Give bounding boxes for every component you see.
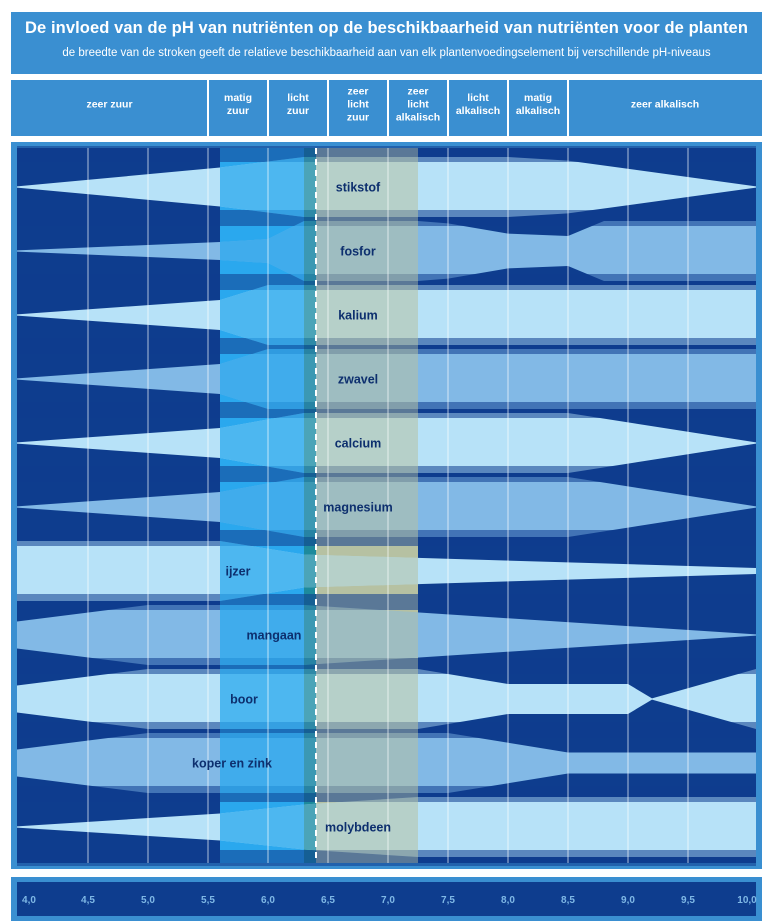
ph-tick-label: 4,5: [81, 895, 95, 906]
ph-tick-label: 7,5: [441, 895, 455, 906]
nutrient-label: kalium: [338, 309, 378, 323]
overlay-olive: [316, 157, 418, 857]
separator-band: [17, 402, 756, 418]
strip-overlays: [220, 157, 418, 857]
ph-zone-header: zeer zuur matig zuur licht zuur zeer licht …: [11, 80, 762, 136]
ph-tick-label: 6,0: [261, 895, 275, 906]
chart-frame: stikstof fosfor kalium zwavel calcium magnesi…: [11, 142, 762, 869]
zone-divider: [447, 80, 449, 136]
separator-band: [17, 658, 756, 674]
separator-band: [17, 530, 756, 546]
separator-band: [17, 274, 756, 290]
ph-tick-label: 9,5: [681, 895, 695, 906]
overlay-teal: [304, 157, 316, 857]
ph-tick-label: 5,5: [201, 895, 215, 906]
nutrient-label: mangaan: [247, 629, 302, 643]
zone-label: licht alkalisch: [455, 92, 501, 117]
zone-divider: [567, 80, 569, 136]
ph-scale-bar: [11, 877, 762, 921]
title-box: De invloed van de pH van nutriënten op d…: [11, 12, 762, 74]
nutrient-label: calcium: [335, 437, 382, 451]
ph-tick-label: 10,0: [737, 895, 757, 906]
separator-band: [17, 146, 756, 162]
zone-label: zeer alkalisch: [630, 98, 700, 111]
separator-band: [17, 338, 756, 354]
zone-label: matig alkalisch: [515, 92, 561, 117]
ph-tick-label: 8,0: [501, 895, 515, 906]
separator-band: [17, 466, 756, 482]
ph-tick-label: 9,0: [621, 895, 635, 906]
separator-band: [17, 722, 756, 738]
zone-divider: [387, 80, 389, 136]
zone-label: licht zuur: [286, 92, 310, 117]
nutrient-label: ijzer: [225, 565, 250, 579]
zone-label: zeer licht alkalisch: [395, 85, 441, 124]
zone-label: zeer licht zuur: [346, 85, 370, 124]
nutrient-label: magnesium: [323, 501, 392, 515]
zone-divider: [267, 80, 269, 136]
nutrient-label: zwavel: [338, 373, 378, 387]
separator-band: [17, 786, 756, 802]
zone-divider: [207, 80, 209, 136]
ph-tick-label: 6,5: [321, 895, 335, 906]
diagram-subtitle: de breedte van de stroken geeft de relat…: [62, 47, 711, 59]
separator-band: [17, 594, 756, 610]
zone-label: matig zuur: [223, 92, 253, 117]
ph-tick-label: 7,0: [381, 895, 395, 906]
ph-tick-label: 4,0: [22, 895, 36, 906]
zone-label: zeer zuur: [86, 98, 133, 111]
nutrient-label: boor: [230, 693, 258, 707]
nutrient-label: molybdeen: [325, 821, 391, 835]
ph-scale-inner: [17, 882, 756, 916]
ph-tick-label: 8,5: [561, 895, 575, 906]
ph-tick-label: 5,0: [141, 895, 155, 906]
nutrient-label: fosfor: [340, 245, 376, 259]
nutrient-availability-diagram: stikstof fosfor kalium zwavel calcium magnesi…: [17, 146, 756, 866]
zone-divider: [327, 80, 329, 136]
zone-divider: [507, 80, 509, 136]
separator-band: [17, 850, 756, 866]
nutrient-label: stikstof: [336, 181, 381, 195]
diagram-title: De invloed van de pH van nutriënten op d…: [24, 19, 748, 37]
nutrient-label: koper en zink: [192, 757, 272, 771]
separator-band: [17, 210, 756, 226]
